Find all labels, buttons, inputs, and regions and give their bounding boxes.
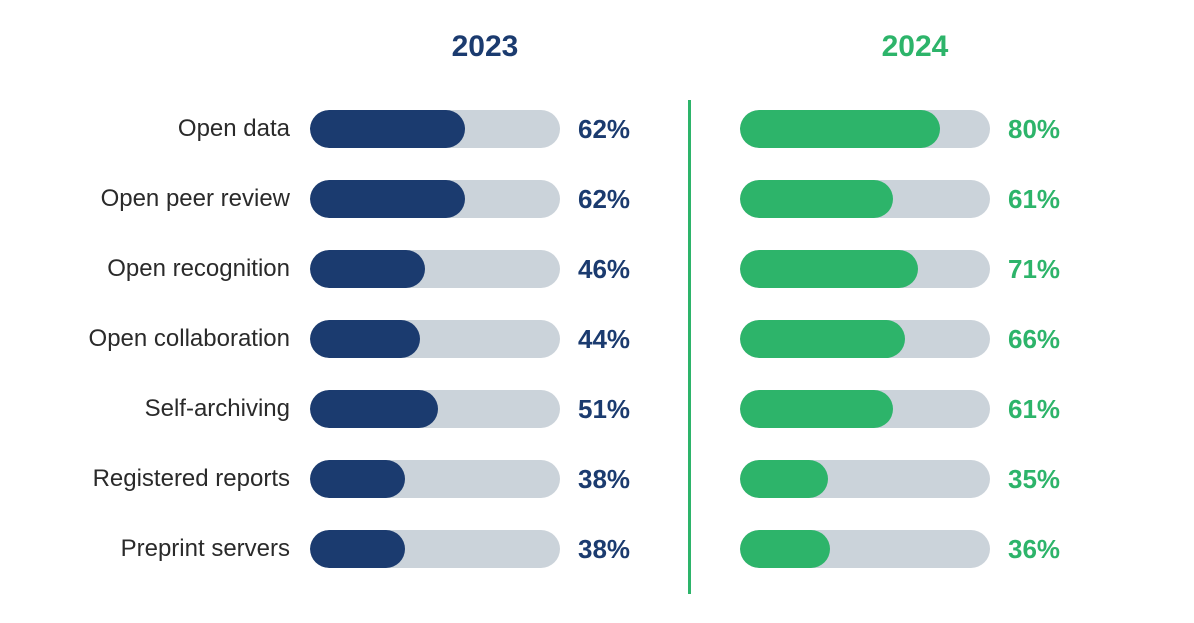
bar-group-2023: 38%	[310, 460, 660, 498]
bar-track-2024	[740, 110, 990, 148]
bar-group-2024: 61%	[740, 180, 1090, 218]
row-label: Open data	[40, 115, 310, 143]
year-2024-header: 2024	[740, 30, 1090, 64]
bar-pct-2023: 46%	[578, 254, 648, 285]
row-label: Open recognition	[40, 255, 310, 283]
bar-track-2024	[740, 460, 990, 498]
chart-row: Open collaboration 44% 66%	[40, 304, 1154, 374]
bar-track-2023	[310, 250, 560, 288]
row-label: Open collaboration	[40, 325, 310, 353]
year-2023-header: 2023	[310, 30, 660, 64]
bar-pct-2024: 66%	[1008, 324, 1078, 355]
bar-group-2023: 44%	[310, 320, 660, 358]
bar-track-2024	[740, 530, 990, 568]
bar-pct-2024: 61%	[1008, 184, 1078, 215]
bar-group-2024: 66%	[740, 320, 1090, 358]
bar-fill-2024	[740, 390, 893, 428]
bar-group-2023: 62%	[310, 110, 660, 148]
bar-track-2023	[310, 320, 560, 358]
bar-track-2023	[310, 460, 560, 498]
bar-group-2024: 35%	[740, 460, 1090, 498]
bar-group-2024: 71%	[740, 250, 1090, 288]
bar-track-2024	[740, 320, 990, 358]
bar-pct-2024: 35%	[1008, 464, 1078, 495]
bar-track-2023	[310, 390, 560, 428]
bar-pct-2023: 38%	[578, 464, 648, 495]
bar-group-2023: 38%	[310, 530, 660, 568]
bar-pct-2023: 38%	[578, 534, 648, 565]
comparison-chart: 2023 2024 Open data 62% 80% Open peer revie…	[40, 30, 1154, 584]
bar-pct-2024: 80%	[1008, 114, 1078, 145]
year-header-row: 2023 2024	[40, 30, 1154, 64]
bar-group-2024: 36%	[740, 530, 1090, 568]
bar-fill-2024	[740, 460, 828, 498]
bar-track-2023	[310, 110, 560, 148]
bar-fill-2024	[740, 530, 830, 568]
bar-group-2024: 61%	[740, 390, 1090, 428]
row-label: Registered reports	[40, 465, 310, 493]
chart-row: Preprint servers 38% 36%	[40, 514, 1154, 584]
bar-fill-2024	[740, 320, 905, 358]
bar-pct-2023: 44%	[578, 324, 648, 355]
bar-pct-2023: 62%	[578, 184, 648, 215]
bar-group-2023: 46%	[310, 250, 660, 288]
rows-container: Open data62%80%Open peer review62%61%Ope…	[40, 94, 1154, 584]
bar-fill-2023	[310, 110, 465, 148]
year-divider	[688, 100, 691, 594]
chart-row: Registered reports 38% 35%	[40, 444, 1154, 514]
bar-pct-2023: 62%	[578, 114, 648, 145]
bar-fill-2023	[310, 180, 465, 218]
chart-row: Self-archiving 51% 61%	[40, 374, 1154, 444]
bar-fill-2024	[740, 110, 940, 148]
bar-track-2023	[310, 530, 560, 568]
bar-fill-2023	[310, 320, 420, 358]
chart-row: Open recognition 46% 71%	[40, 234, 1154, 304]
chart-row: Open peer review 62% 61%	[40, 164, 1154, 234]
bar-group-2023: 51%	[310, 390, 660, 428]
bar-fill-2023	[310, 530, 405, 568]
chart-row: Open data 62% 80%	[40, 94, 1154, 164]
bar-pct-2024: 71%	[1008, 254, 1078, 285]
row-label: Open peer review	[40, 185, 310, 213]
bar-pct-2024: 36%	[1008, 534, 1078, 565]
bar-track-2024	[740, 250, 990, 288]
bar-track-2023	[310, 180, 560, 218]
row-label: Preprint servers	[40, 535, 310, 563]
bar-pct-2024: 61%	[1008, 394, 1078, 425]
bar-fill-2023	[310, 250, 425, 288]
bar-fill-2023	[310, 460, 405, 498]
bar-fill-2024	[740, 250, 918, 288]
bar-pct-2023: 51%	[578, 394, 648, 425]
label-spacer	[40, 30, 310, 64]
bar-track-2024	[740, 390, 990, 428]
bar-fill-2023	[310, 390, 438, 428]
bar-group-2023: 62%	[310, 180, 660, 218]
bar-track-2024	[740, 180, 990, 218]
bar-group-2024: 80%	[740, 110, 1090, 148]
row-label: Self-archiving	[40, 395, 310, 423]
bar-fill-2024	[740, 180, 893, 218]
